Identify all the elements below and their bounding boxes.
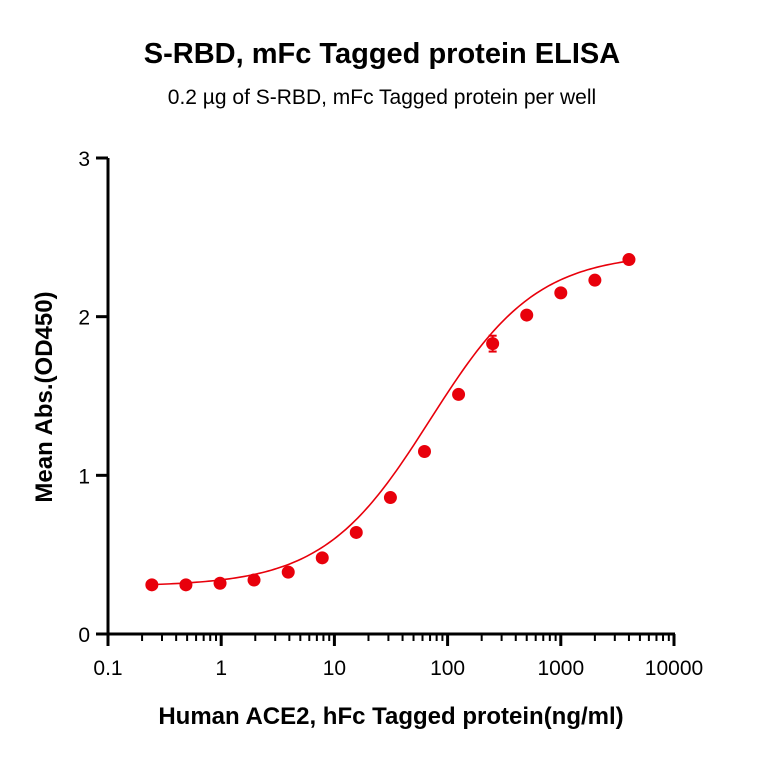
y-tick-label: 3 [78,148,90,171]
y-axis-label: Mean Abs.(OD450) [31,291,58,502]
data-point [486,337,500,351]
data-point [281,565,295,579]
data-point [349,525,363,539]
points-layer [145,253,636,592]
y-tick-label: 2 [78,307,90,330]
data-point [383,491,397,505]
x-tick-label: 100 [430,657,465,680]
data-point [247,573,261,587]
data-point [554,286,568,300]
data-point [213,576,227,590]
x-tick-label: 1000 [537,657,584,680]
x-tick-label: 10 [323,657,346,680]
chart-subtitle: 0.2 µg of S-RBD, mFc Tagged protein per … [167,86,597,109]
y-tick-label: 0 [78,624,90,647]
chart-title: S-RBD, mFc Tagged protein ELISA [143,38,621,70]
axes: 0 1 2 3 0.1 1 10 100 1000 10000 [78,148,703,680]
data-point [145,578,159,592]
x-axis-label: Human ACE2, hFc Tagged protein(ng/ml) [158,703,623,730]
data-point [588,273,602,287]
fit-layer [151,260,630,586]
x-tick-label: 1 [215,657,227,680]
data-point [179,578,193,592]
x-tick-label: 0.1 [93,657,122,680]
data-point [315,551,329,565]
fit-curve [151,260,630,586]
y-tick-label: 1 [78,465,90,488]
data-point [417,445,431,459]
data-point [622,253,636,267]
data-point [452,387,466,401]
data-point [520,308,534,322]
x-tick-label: 10000 [645,657,703,680]
